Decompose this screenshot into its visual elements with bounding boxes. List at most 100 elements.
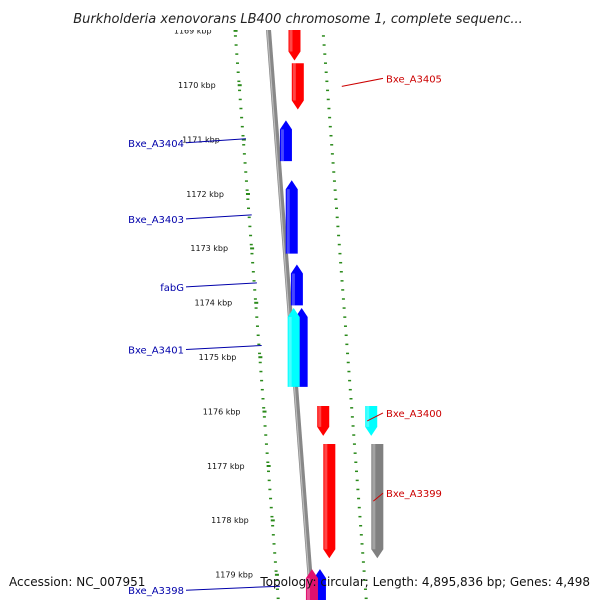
feature-shade-Bxe_A3400 xyxy=(318,405,322,427)
label-leader-Bxe_A3400 xyxy=(367,412,384,422)
tick-mark xyxy=(237,84,242,87)
tick-label-1173: 1173 kbp xyxy=(190,244,228,253)
tick-mark xyxy=(258,356,263,359)
outer-rail-dot xyxy=(341,298,345,300)
outer-rail-dot xyxy=(354,461,358,463)
inner-rail-dot xyxy=(245,189,249,191)
outer-rail-dot xyxy=(341,289,345,291)
feature-Bxe_A3399-cds xyxy=(371,444,384,559)
inner-rail-dot xyxy=(239,107,243,110)
outer-rail-dot xyxy=(325,80,329,83)
inner-rail-dot xyxy=(255,316,259,318)
outer-rail-dot xyxy=(337,234,341,237)
tick-mark xyxy=(245,193,250,195)
inner-rail-dot xyxy=(258,352,262,355)
tick-labels: 1169 kbp 1170 kbp 1171 kbp 1172 kbp 1173 kbp… xyxy=(174,27,279,580)
inner-rail-dot xyxy=(275,588,279,590)
tick-dot-rails xyxy=(231,8,368,600)
inner-rail-dot xyxy=(255,325,259,327)
tick-mark xyxy=(241,138,246,141)
inner-rail-dot xyxy=(244,180,248,182)
inner-rail-dot xyxy=(243,162,247,164)
outer-rail-dot xyxy=(363,588,367,590)
feature-shade-Bxe_A3404 xyxy=(280,129,284,162)
inner-rail-dot xyxy=(269,497,273,500)
feature-shade-fabG xyxy=(291,273,295,306)
feature-shade-Bxe_A3399-cds xyxy=(372,444,376,550)
inner-rail-dot xyxy=(271,524,275,527)
outer-rail-dot xyxy=(356,488,360,491)
inner-rail-dot xyxy=(235,62,239,64)
gene-label-Bxe_A3404: Bxe_A3404 xyxy=(128,139,184,150)
inner-rail-dot xyxy=(259,370,263,373)
inner-rail-dot xyxy=(250,252,254,255)
inner-rail-dot xyxy=(254,307,258,309)
inner-rail-dot xyxy=(267,470,271,473)
outer-rail-dot xyxy=(335,207,339,210)
label-leader-fabG xyxy=(185,282,257,288)
outer-rail-dot xyxy=(328,116,332,119)
inner-rail-dot xyxy=(266,461,270,463)
outer-rail-dot xyxy=(359,534,363,536)
outer-rail-dot xyxy=(343,316,347,318)
outer-rail-dot xyxy=(362,570,366,572)
inner-rail-dot xyxy=(271,534,275,536)
inner-rail-dot xyxy=(262,416,266,418)
feature-Bxe_A3405 xyxy=(291,63,304,110)
outer-rail-dot xyxy=(346,352,350,355)
inner-rail-dot xyxy=(260,379,264,382)
outer-rail-dot xyxy=(332,171,336,173)
feature-Bxe_A3400-cds xyxy=(365,405,378,436)
tick-mark xyxy=(262,410,267,413)
inner-rail-dot xyxy=(256,334,260,337)
feature-shade-Bxe_A3398-cds xyxy=(306,578,310,600)
outer-rail-dot xyxy=(334,198,338,200)
outer-rail-dot xyxy=(339,261,343,264)
inner-rail-dot xyxy=(269,506,273,509)
tick-mark xyxy=(270,519,275,522)
outer-rail-dot xyxy=(357,497,361,500)
inner-rail-dot xyxy=(249,243,253,246)
gene-label-Bxe_A3403: Bxe_A3403 xyxy=(128,215,184,226)
label-leader-Bxe_A3398 xyxy=(185,585,280,591)
label-leader-Bxe_A3405 xyxy=(341,77,384,87)
inner-rail-dot xyxy=(253,298,257,300)
outer-rail-dot xyxy=(333,189,337,191)
outer-rail-dot xyxy=(359,524,363,527)
label-leader-Bxe_A3401 xyxy=(185,344,262,350)
inner-rail-dot xyxy=(240,125,244,128)
feature-shade-Bxe_A3406-partial xyxy=(289,25,293,52)
inner-rail-dot xyxy=(265,452,269,454)
inner-rail-dot xyxy=(253,289,257,291)
feature-shade-Bxe_A3399 xyxy=(324,444,328,550)
inner-rail-dot xyxy=(268,488,272,491)
inner-rail-dot xyxy=(251,261,255,264)
inner-rail-dot xyxy=(263,425,267,427)
inner-rail-dot xyxy=(251,271,255,273)
inner-rail-dot xyxy=(252,280,256,282)
inner-rail-dot xyxy=(238,98,242,101)
inner-rail-dot xyxy=(273,561,277,563)
outer-rail-dot xyxy=(348,379,352,382)
inner-rail-dot xyxy=(244,171,248,173)
outer-rail-dot xyxy=(346,361,350,364)
tick-mark xyxy=(254,301,259,304)
inner-rail-dot xyxy=(242,144,246,146)
inner-rail-dot xyxy=(240,116,244,119)
outer-rail-dot xyxy=(327,107,331,110)
feature-Bxe_A3400 xyxy=(317,405,330,436)
inner-rail-dot xyxy=(248,225,252,228)
inner-rail-dot xyxy=(273,552,277,554)
gene-label-Bxe_A3400: Bxe_A3400 xyxy=(386,409,442,420)
outer-rail-dot xyxy=(352,443,356,445)
tick-label-1174: 1174 kbp xyxy=(195,299,233,308)
inner-rail-dot xyxy=(262,407,266,409)
outer-rail-dot xyxy=(355,479,359,482)
tick-label-1172: 1172 kbp xyxy=(186,190,224,199)
outer-rail-dot xyxy=(364,597,368,600)
feature-Bxe_A3406-partial xyxy=(288,25,301,61)
outer-rail-dot xyxy=(351,425,355,427)
tick-label-1177: 1177 kbp xyxy=(207,462,245,471)
inner-rail-dot xyxy=(270,515,274,518)
